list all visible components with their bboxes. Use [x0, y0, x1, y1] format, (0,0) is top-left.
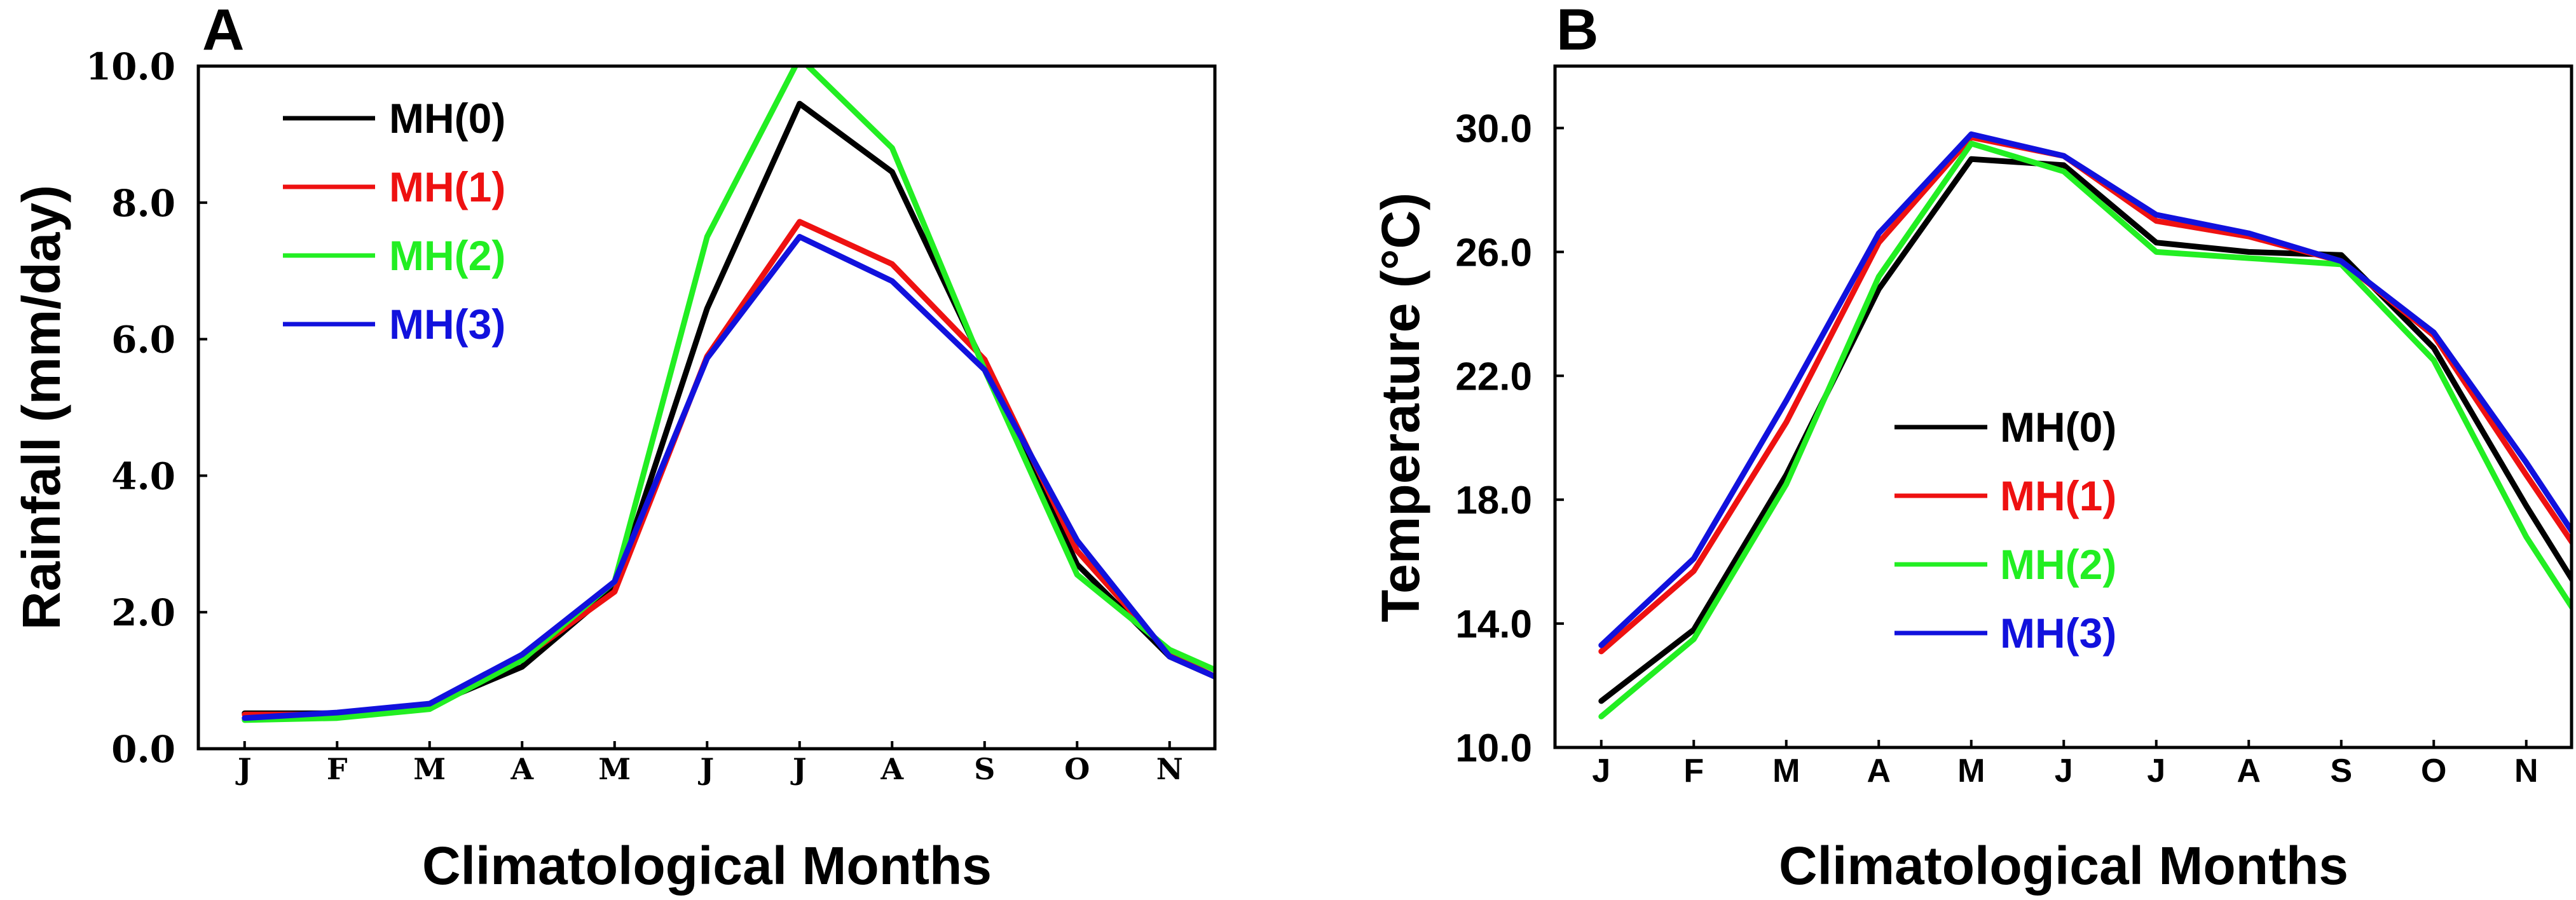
panel-b-xtick-label: S — [2330, 753, 2352, 789]
panel-a-legend-entry: MH(0) — [389, 95, 505, 142]
panel-b-xtick-label: J — [2147, 753, 2165, 789]
panel-a-legend-entry: MH(2) — [389, 232, 505, 279]
panel-a-ytick-label: 0.0 — [111, 728, 175, 771]
panel-b-legend-entry: MH(2) — [2000, 541, 2116, 588]
panel-b-label: B — [1556, 0, 1598, 62]
panel-b-xtick-label: M — [1772, 753, 1800, 789]
panel-b-xtick-label: M — [1957, 753, 1985, 789]
panel-a-y-axis-title: Rainfall (mm/day) — [11, 185, 71, 630]
panel-b-xtick-label: N — [2514, 753, 2538, 789]
panel-b-chart: B 10.0 14.0 18.0 22.0 26.0 30.0 J F M A M J J A S O N MH(0… — [1371, 0, 2573, 896]
panel-a-xtick-label: S — [974, 752, 995, 786]
panel-b-ytick-label: 14.0 — [1455, 603, 1532, 646]
panel-b-ytick-label: 10.0 — [1455, 726, 1532, 770]
panel-a-series-mh3-line — [242, 234, 1215, 721]
panel-b-y-axis-title: Temperature (°C) — [1371, 193, 1430, 622]
panel-a-xtick-label: J — [790, 752, 807, 786]
panel-b-legend: MH(0) MH(1) MH(2) MH(3) — [1894, 404, 2116, 657]
panel-b-ytick-label: 18.0 — [1455, 479, 1532, 522]
panel-b-x-axis-title: Climatological Months — [1779, 836, 2348, 896]
panel-a-series-mh2-line — [242, 66, 1215, 723]
panel-b-ytick-label: 26.0 — [1455, 231, 1532, 275]
panel-b-xtick-label: J — [1592, 753, 1610, 789]
panel-a-xtick-label: F — [327, 752, 348, 786]
panel-b-xtick-label: A — [2237, 753, 2261, 789]
panel-a-xtick-label: M — [413, 752, 446, 786]
panel-a-chart: A 0.0 2.0 4.0 6.0 8.0 10.0 J F M A M J J A S O N MH(0) MH(1… — [11, 0, 1217, 896]
panel-a-xtick-label: O — [1064, 752, 1090, 786]
panel-b-plot-frame — [1553, 64, 2573, 749]
panel-b-series-mh0-line — [1598, 156, 2572, 704]
panel-a-ytick-label: 10.0 — [86, 45, 175, 88]
panel-a-legend-entry: MH(1) — [389, 163, 505, 210]
panel-a-legend-entry: MH(3) — [389, 301, 505, 348]
panel-a-xtick-label: M — [598, 752, 631, 786]
panel-b-xtick-label: J — [2055, 753, 2073, 789]
panel-a-series-group — [242, 66, 1215, 723]
panel-a-x-axis-title: Climatological Months — [422, 836, 992, 896]
panel-b-xtick-label: O — [2421, 753, 2446, 789]
panel-a-label: A — [202, 0, 244, 62]
panel-a-xtick-label: A — [880, 752, 904, 786]
panel-a-legend: MH(0) MH(1) MH(2) MH(3) — [283, 95, 505, 348]
panel-a-xtick-label: A — [510, 752, 534, 786]
panel-a-ytick-label: 8.0 — [111, 182, 175, 225]
panel-a-ytick-label: 2.0 — [111, 591, 175, 634]
panel-b-series-group — [1598, 131, 2572, 719]
panel-b-series-mh2-line — [1598, 140, 2572, 719]
panel-b-legend-entry: MH(0) — [2000, 404, 2116, 451]
panel-b-legend-entry: MH(1) — [2000, 472, 2116, 519]
panel-a-xtick-label: N — [1156, 752, 1183, 786]
panel-b-legend-entry: MH(3) — [2000, 610, 2116, 657]
panel-a-xtick-label: J — [235, 752, 252, 786]
panel-a-ytick-label: 6.0 — [111, 318, 175, 362]
panel-b-xtick-label: A — [1867, 753, 1891, 789]
panel-b-series-mh3-line — [1598, 131, 2572, 648]
panel-a-plot-frame — [196, 64, 1217, 751]
panel-a-xtick-label: J — [697, 752, 714, 786]
panel-b-ytick-label: 22.0 — [1455, 355, 1532, 399]
panel-a-ytick-label: 4.0 — [111, 454, 175, 498]
panel-b-ytick-label: 30.0 — [1455, 107, 1532, 151]
panel-b-xtick-label: F — [1683, 753, 1704, 789]
